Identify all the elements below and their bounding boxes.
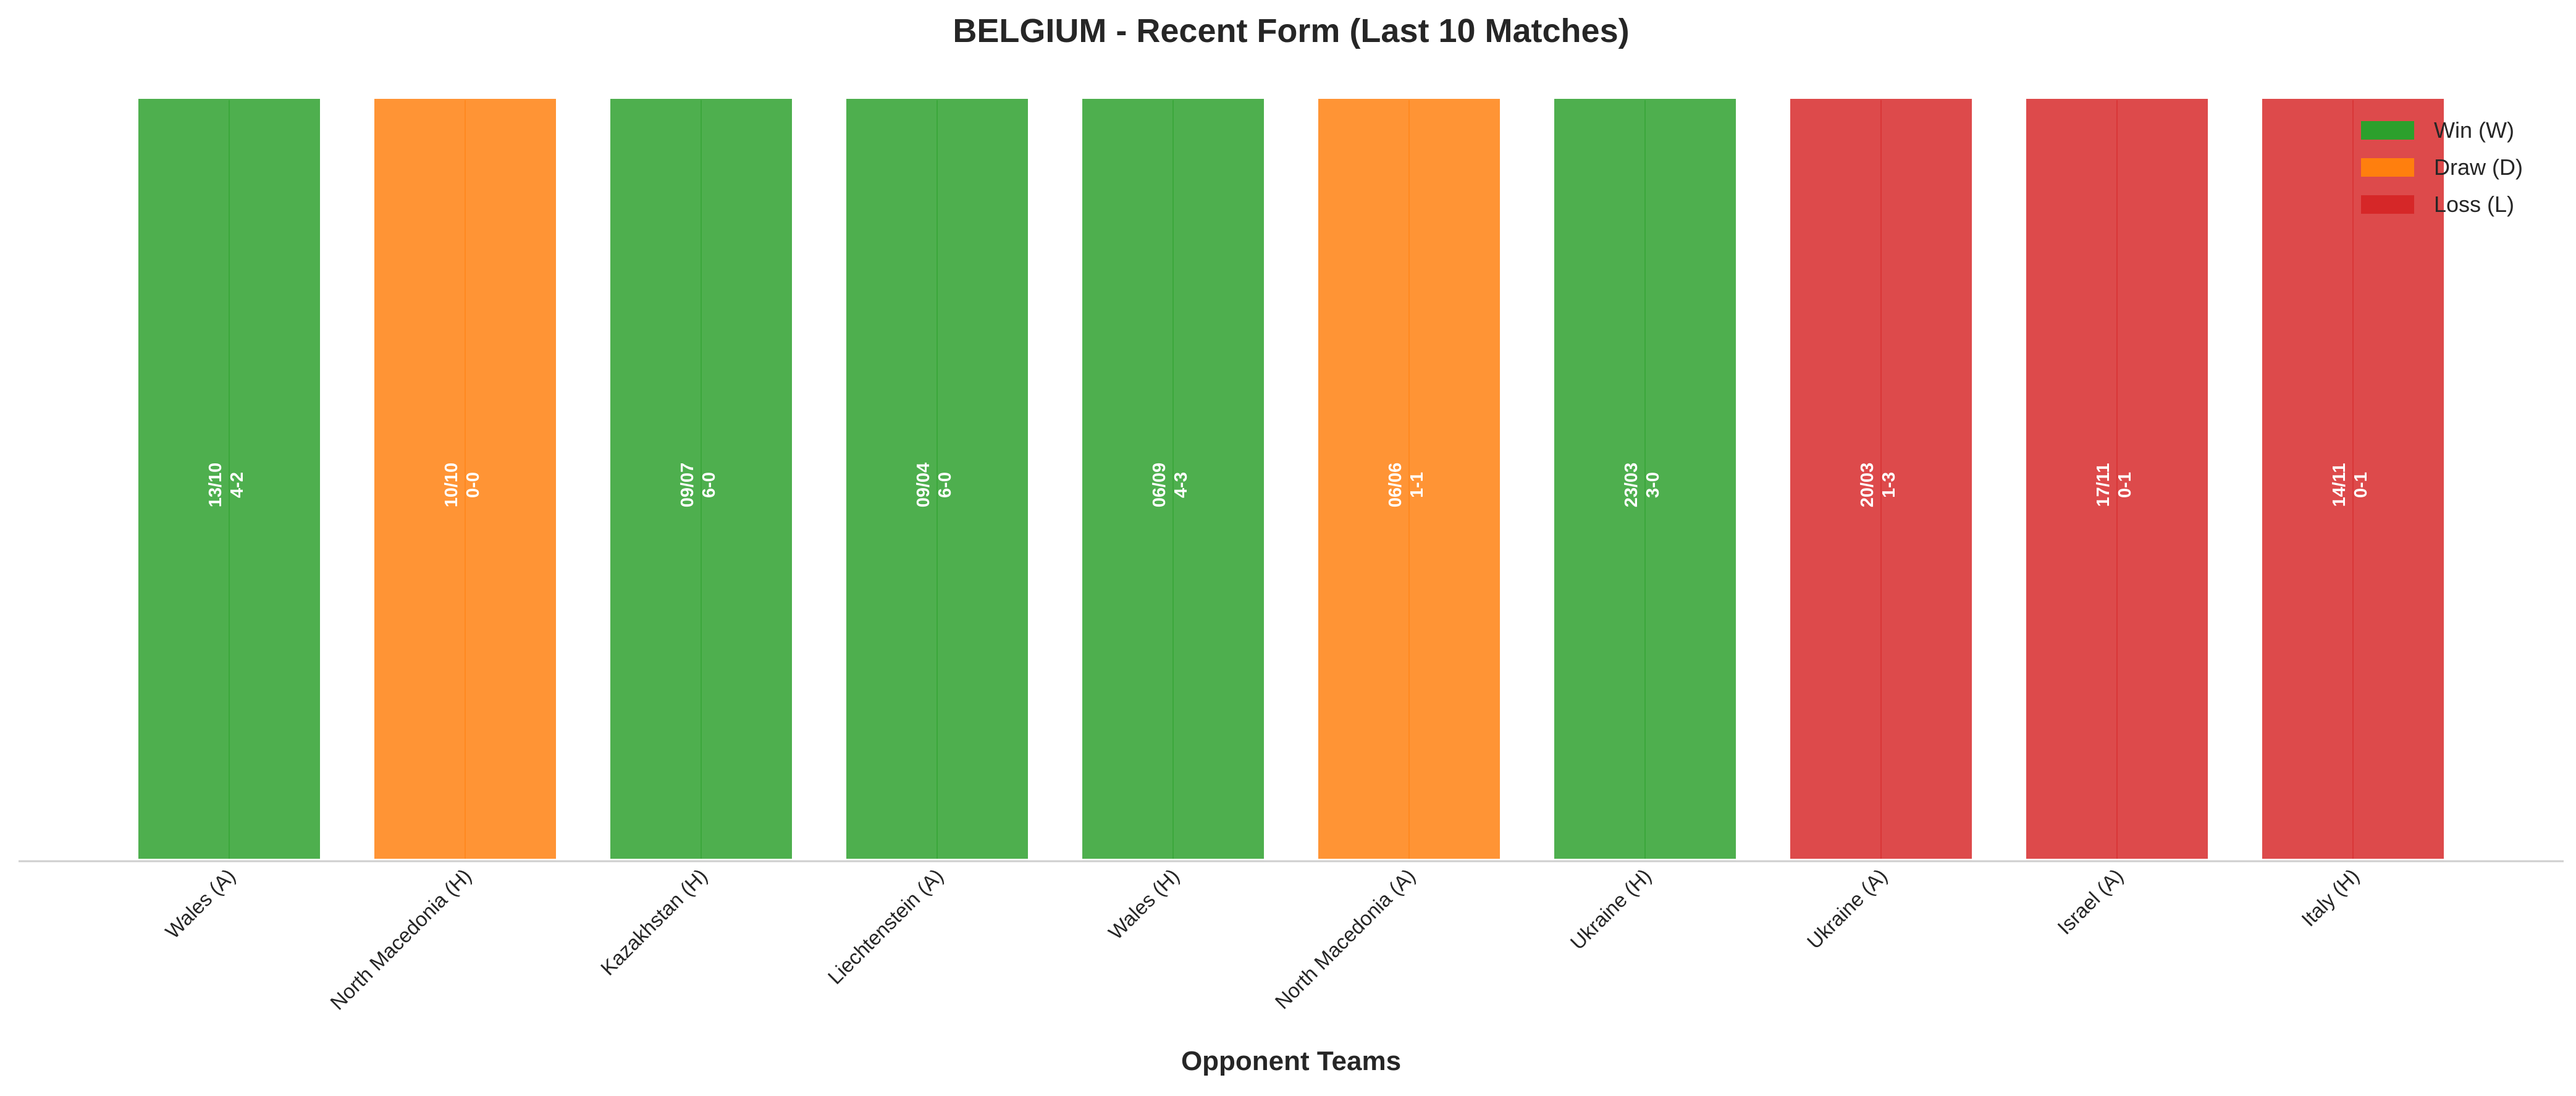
legend-swatch-d: [2361, 158, 2414, 177]
bar-date-label: 09/07: [678, 463, 697, 508]
x-tick-labels: Wales (A) North Macedonia (H) Kazakhstan (…: [161, 864, 2363, 1014]
x-tick-label: Wales (A): [161, 864, 240, 943]
bar-score-label: 1-1: [1407, 472, 1427, 498]
x-tick-label: Ukraine (A): [1803, 864, 1892, 953]
bars-layer: 13/10 4-2 10/10 0-0 09/07 6-0 09/04 6-0 06/09 4-3…: [136, 96, 2446, 861]
bar-date-label: 06/06: [1386, 463, 1405, 508]
chart-title: BELGIUM - Recent Form (Last 10 Matches): [953, 12, 1629, 49]
bar-date-label: 10/10: [442, 463, 461, 508]
bar-date-label: 17/11: [2094, 463, 2113, 507]
bar-date-label: 13/10: [206, 463, 225, 508]
legend: Win (W) Draw (D) Loss (L): [2361, 117, 2523, 217]
x-tick-label: Italy (H): [2297, 864, 2363, 931]
x-tick-label: North Macedonia (A): [1270, 864, 1419, 1013]
bar-score-label: 0-1: [2115, 472, 2135, 498]
x-tick-label: Israel (A): [2053, 864, 2128, 939]
legend-swatch-l: [2361, 195, 2414, 214]
bar-score-label: 0-0: [463, 472, 483, 498]
x-tick-label: Wales (H): [1104, 864, 1184, 944]
x-tick-label: Ukraine (H): [1565, 864, 1655, 954]
bar-score-label: 4-3: [1171, 472, 1191, 498]
bar-score-label: 1-3: [1879, 472, 1899, 498]
legend-label-d: Draw (D): [2434, 154, 2523, 180]
legend-label-w: Win (W): [2434, 117, 2514, 143]
bar-score-label: 4-2: [227, 472, 247, 498]
x-tick-label: Kazakhstan (H): [596, 864, 712, 980]
bar-score-label: 3-0: [1643, 472, 1663, 498]
bar-date-label: 14/11: [2330, 463, 2349, 507]
bar-date-label: 06/09: [1150, 463, 1169, 508]
bar-date-label: 20/03: [1858, 463, 1877, 508]
x-tick-label: Liechtenstein (A): [823, 864, 948, 989]
legend-label-l: Loss (L): [2434, 192, 2514, 217]
bar-date-label: 09/04: [914, 463, 933, 508]
legend-swatch-w: [2361, 121, 2414, 140]
bar-score-label: 6-0: [935, 472, 955, 498]
bar-score-label: 6-0: [699, 472, 719, 498]
x-axis-label: Opponent Teams: [1181, 1046, 1401, 1076]
x-tick-label: North Macedonia (H): [326, 864, 476, 1014]
bar-date-label: 23/03: [1622, 463, 1641, 508]
bar-score-label: 0-1: [2351, 472, 2371, 498]
